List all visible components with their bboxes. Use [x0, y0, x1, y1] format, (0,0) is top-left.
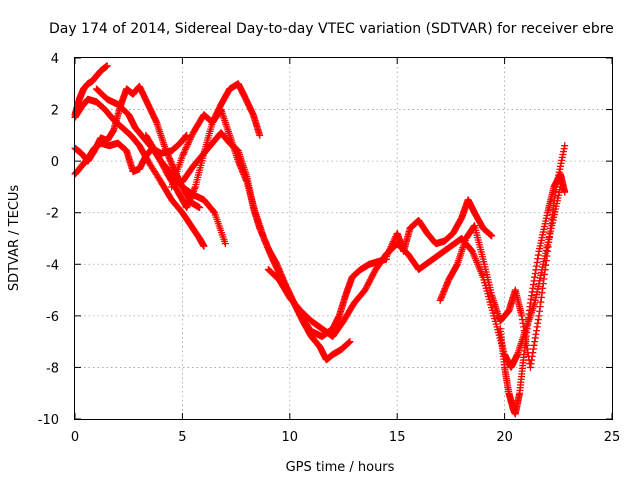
- x-tick-label: 0: [71, 430, 79, 445]
- data-point: [200, 242, 208, 250]
- data-point: [180, 149, 188, 157]
- data-point: [188, 132, 196, 140]
- data-point: [387, 243, 395, 251]
- x-tick-label: 15: [389, 430, 406, 445]
- data-point: [185, 137, 193, 145]
- data-point: [388, 241, 396, 249]
- data-point: [187, 134, 195, 142]
- y-tick-label: 0: [51, 155, 59, 170]
- x-tick-label: 10: [282, 430, 299, 445]
- series-arc9: [264, 183, 564, 371]
- series-arc12: [496, 170, 569, 418]
- data-point: [561, 142, 569, 150]
- series-arc8: [178, 129, 354, 364]
- data-point: [386, 244, 394, 252]
- data-point: [210, 208, 218, 216]
- series-arc11: [436, 142, 569, 371]
- y-tick-label: -4: [46, 258, 59, 273]
- y-tick-label: -10: [38, 413, 59, 428]
- y-tick-label: -6: [46, 310, 59, 325]
- data-point: [178, 152, 186, 160]
- data-point: [182, 144, 190, 152]
- plot-frame: [74, 57, 613, 420]
- data-point: [184, 140, 192, 148]
- chart-title: Day 174 of 2014, Sidereal Day-to-day VTE…: [49, 21, 614, 37]
- data-point: [103, 62, 111, 70]
- data-point: [561, 188, 569, 196]
- x-tick-label: 25: [604, 430, 621, 445]
- data-point: [384, 249, 392, 257]
- data-point: [186, 135, 194, 143]
- data-layer: [71, 62, 569, 418]
- x-tick-label: 20: [496, 430, 513, 445]
- y-tick-label: -8: [46, 361, 59, 376]
- data-point: [185, 139, 193, 147]
- data-point: [383, 251, 391, 259]
- data-point: [389, 239, 397, 247]
- data-point: [221, 240, 229, 248]
- data-point: [183, 131, 191, 139]
- data-point: [196, 204, 204, 212]
- y-tick-label: 4: [51, 52, 59, 67]
- data-point: [179, 150, 187, 158]
- x-tick-label: 5: [178, 430, 186, 445]
- series-arc10: [382, 196, 496, 261]
- data-point: [181, 145, 189, 153]
- data-point: [346, 338, 354, 346]
- data-point: [183, 142, 191, 150]
- data-point: [488, 232, 496, 240]
- y-tick-label: -2: [46, 207, 59, 222]
- tick-layer: 0 5 10 15 20 25 -10 -8 -6 -4 -2 0 2 4: [38, 52, 621, 445]
- data-point: [256, 131, 264, 139]
- data-point: [389, 238, 397, 246]
- y-tick-label: 2: [51, 104, 59, 119]
- data-point: [385, 248, 393, 256]
- data-point: [386, 246, 394, 254]
- series-arc1: [71, 62, 111, 119]
- data-point: [181, 147, 189, 155]
- x-axis-label: GPS time / hours: [286, 460, 395, 475]
- data-point: [382, 253, 390, 261]
- y-axis-label: SDTVAR / TECUs: [7, 185, 22, 292]
